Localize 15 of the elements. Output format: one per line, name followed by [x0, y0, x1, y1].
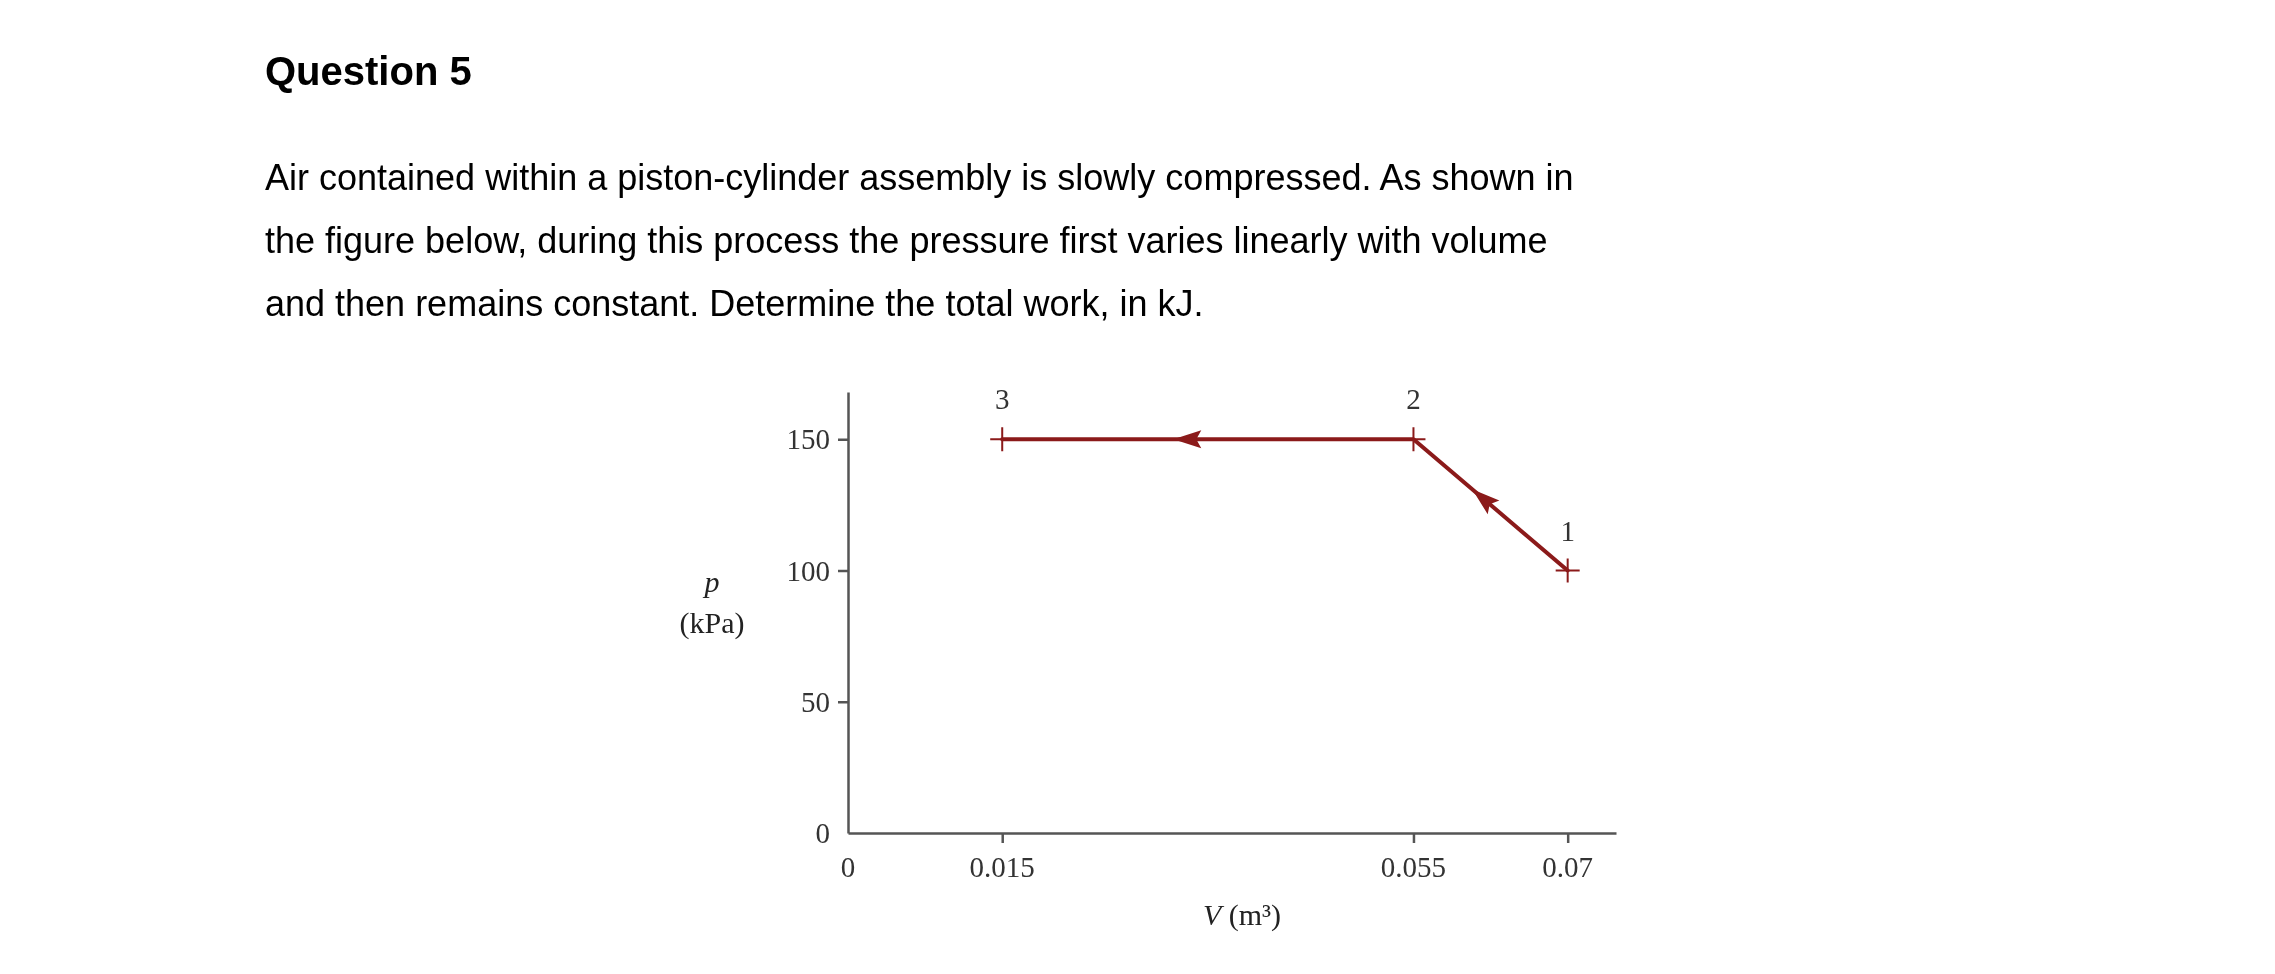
x-tick-label: 0.07: [1542, 851, 1594, 883]
x-axis-title: V (m³): [1202, 898, 1282, 932]
y-tick-label: 150: [786, 423, 830, 456]
annotation: 3: [994, 383, 1010, 416]
y-tick-label: 50: [801, 685, 830, 718]
chart-subtitle: Air contained within a piston-cylinder assembly is slowly compressed. As shown in the figure below, during this process the pressure first varies linearly with volume and then remains constant. Determine the total work, in kJ.: [265, 157, 1574, 324]
y-tick-label: 100: [786, 554, 830, 587]
y-axis-title: p (kPa): [679, 565, 745, 640]
text: Question 5: [265, 49, 472, 93]
y-tick-label: 0: [815, 817, 830, 850]
x-tick-label: 0.015: [969, 851, 1035, 883]
annotation: 1: [1560, 514, 1575, 547]
x-tick-label: 0: [840, 851, 856, 883]
x-tick-label: 0.055: [1380, 851, 1447, 883]
annotation: 2: [1406, 383, 1421, 416]
